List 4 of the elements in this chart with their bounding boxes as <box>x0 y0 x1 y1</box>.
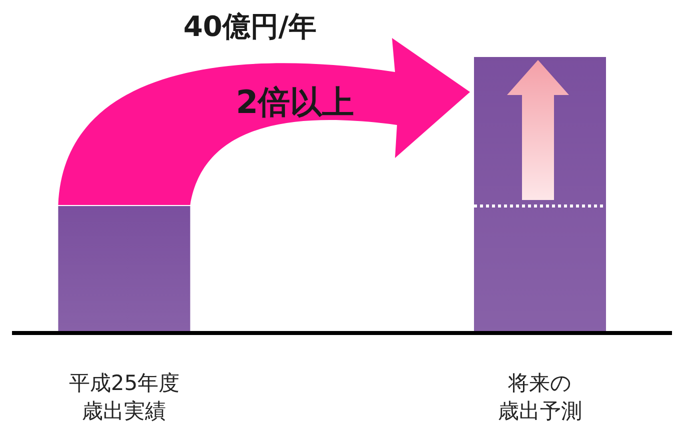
x-tick-label: 将来の歳出予測 <box>498 371 582 423</box>
x-tick-label: 平成25年度歳出実績 <box>68 371 180 423</box>
text: 40億円/年 <box>183 10 317 43</box>
annotation: 2倍以上 <box>236 83 354 121</box>
